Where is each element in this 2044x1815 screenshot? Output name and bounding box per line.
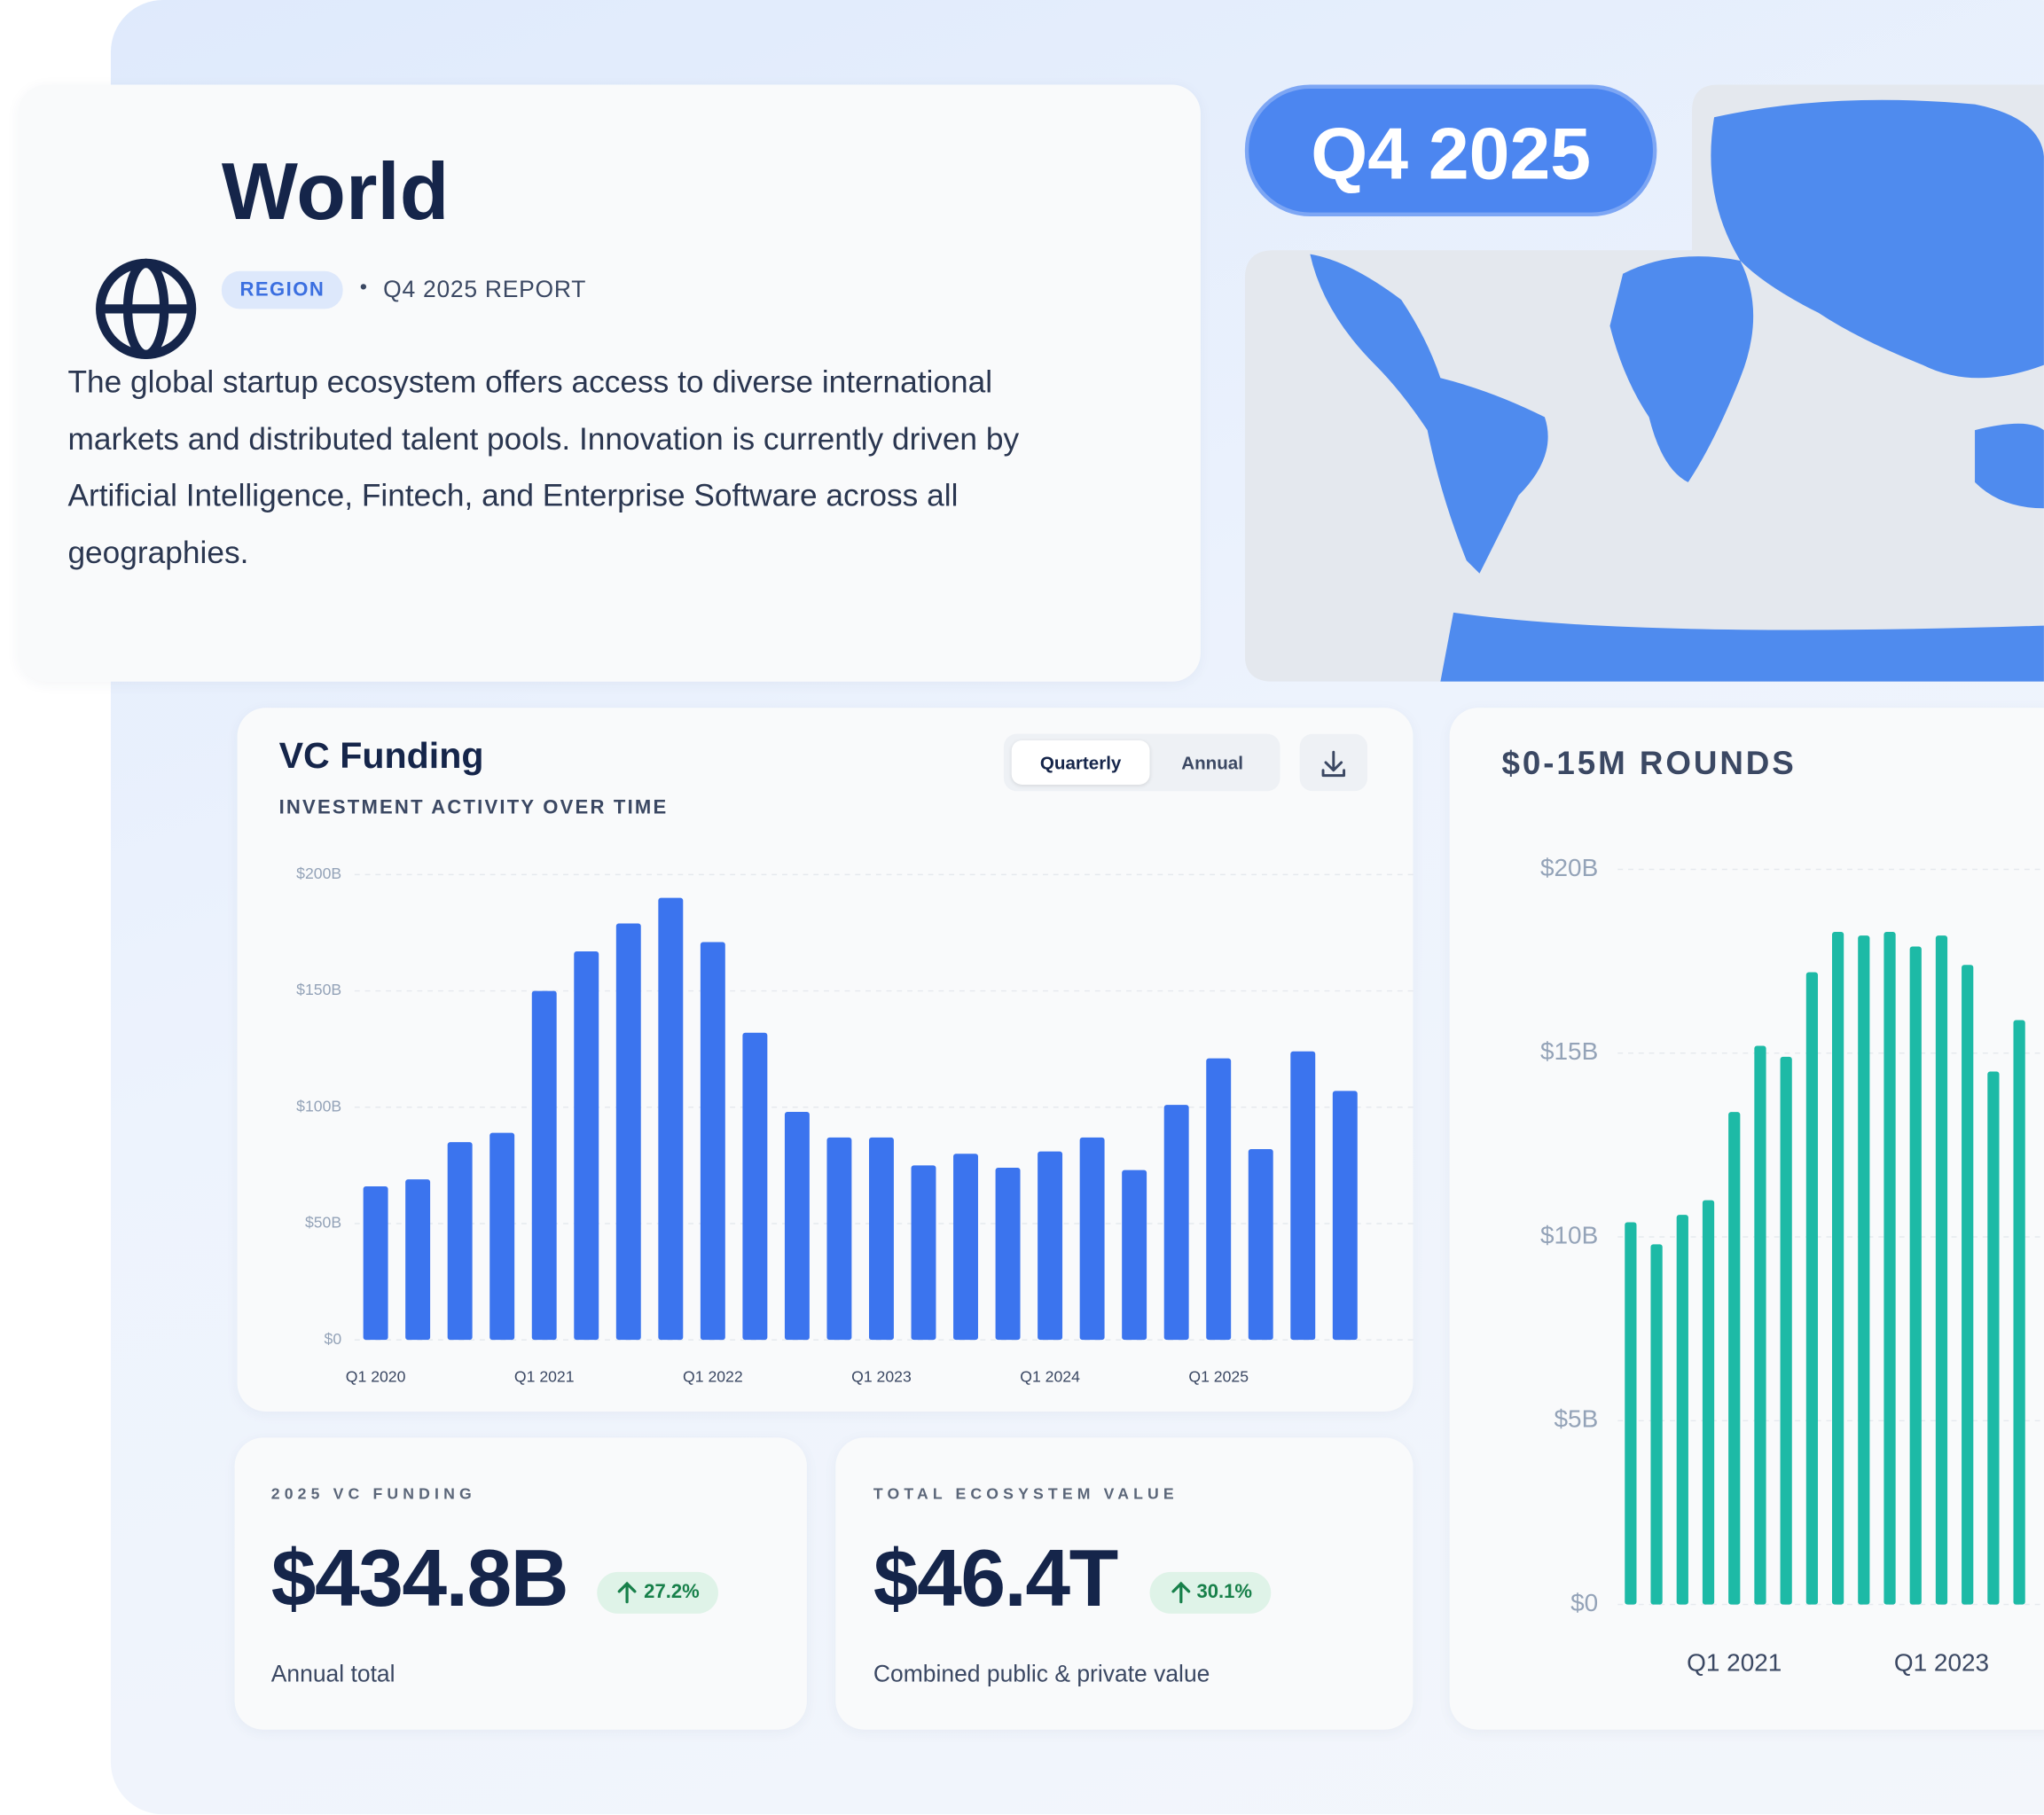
x-tick-label: Q1 2023	[1894, 1649, 1989, 1677]
bar	[1728, 1112, 1741, 1605]
bar	[869, 1137, 894, 1341]
period-pill: Q4 2025	[1244, 84, 1657, 217]
description: The global startup ecosystem offers acce…	[67, 364, 1020, 571]
bar	[1206, 1058, 1232, 1341]
bar	[1909, 946, 1922, 1605]
bar	[1163, 1105, 1189, 1341]
bar	[1962, 965, 1974, 1605]
y-tick-label: $150B	[296, 981, 341, 998]
stat-label: TOTAL ECOSYSTEM VALUE	[873, 1484, 1179, 1503]
bar	[826, 1137, 852, 1341]
y-tick-label: $5B	[1555, 1405, 1599, 1433]
chart-title: VC Funding	[278, 735, 484, 776]
bar	[405, 1179, 431, 1341]
bar	[1805, 972, 1819, 1605]
bar	[911, 1165, 936, 1341]
bar	[447, 1142, 473, 1341]
bar	[700, 942, 725, 1341]
world-map	[1244, 84, 2044, 682]
bar	[574, 951, 599, 1341]
bar	[1650, 1244, 1663, 1605]
bar	[489, 1132, 515, 1341]
bar	[1987, 1071, 2000, 1605]
bar	[1780, 1056, 1792, 1605]
separator-dot: •	[359, 276, 367, 299]
stat-change: 30.1%	[1149, 1571, 1271, 1614]
bar	[2013, 1020, 2025, 1605]
stat-value: $434.8B	[270, 1534, 569, 1624]
stat-label: 2025 VC FUNDING	[270, 1484, 476, 1503]
bar	[1122, 1170, 1147, 1341]
bar	[1079, 1137, 1105, 1341]
report-label: Q4 2025 REPORT	[383, 276, 587, 303]
download-button[interactable]	[1299, 733, 1368, 792]
bar	[1332, 1091, 1358, 1341]
y-tick-label: $15B	[1540, 1037, 1598, 1065]
bar	[1883, 931, 1896, 1605]
toggle-annual[interactable]: Annual	[1181, 752, 1243, 773]
stat-note: Annual total	[270, 1660, 395, 1687]
x-tick-label: Q1 2025	[1188, 1367, 1249, 1385]
y-tick-label: $20B	[1540, 854, 1598, 881]
y-tick-label: $0	[325, 1330, 342, 1348]
bar	[1676, 1215, 1688, 1605]
chart-subtitle: INVESTMENT ACTIVITY OVER TIME	[278, 796, 669, 819]
bar	[363, 1185, 388, 1341]
x-tick-label: Q1 2024	[1020, 1367, 1080, 1385]
bar	[1248, 1148, 1273, 1341]
x-tick-label: Q1 2020	[346, 1367, 406, 1385]
toggle-quarterly[interactable]: Quarterly	[1011, 739, 1150, 785]
x-tick-label: Q1 2022	[683, 1367, 743, 1385]
y-tick-label: $10B	[1540, 1221, 1598, 1248]
bar	[1038, 1151, 1063, 1341]
bar	[1625, 1222, 1637, 1605]
stat-value: $46.4T	[873, 1534, 1118, 1624]
x-tick-label: Q1 2021	[514, 1367, 575, 1385]
bar	[953, 1154, 978, 1341]
globe-icon	[96, 258, 197, 359]
period-toggle: Quarterly Annual	[1003, 733, 1280, 792]
x-tick-label: Q1 2021	[1687, 1649, 1782, 1677]
bar	[1290, 1051, 1316, 1341]
bar	[1831, 931, 1844, 1605]
bar	[658, 897, 684, 1341]
x-tick-label: Q1 2023	[851, 1367, 912, 1385]
bar	[1858, 935, 1870, 1605]
header-card	[18, 84, 1201, 682]
bar	[784, 1112, 810, 1341]
region-tag: REGION	[221, 270, 343, 309]
y-tick-label: $200B	[296, 864, 341, 882]
bar	[1754, 1045, 1766, 1605]
stat-note: Combined public & private value	[873, 1660, 1210, 1687]
chart-title: $0-15M ROUNDS	[1501, 745, 1797, 782]
bar	[742, 1032, 768, 1341]
bar	[531, 990, 557, 1341]
bar	[615, 923, 641, 1341]
region-title: World	[221, 147, 450, 238]
y-tick-label: $50B	[305, 1214, 341, 1232]
y-tick-label: $0	[1570, 1589, 1598, 1616]
bar	[995, 1167, 1021, 1341]
y-tick-label: $100B	[296, 1097, 341, 1115]
stat-change: 27.2%	[597, 1571, 718, 1614]
stat-card	[835, 1437, 1414, 1730]
bar	[1702, 1200, 1715, 1605]
bar	[1935, 935, 1948, 1605]
